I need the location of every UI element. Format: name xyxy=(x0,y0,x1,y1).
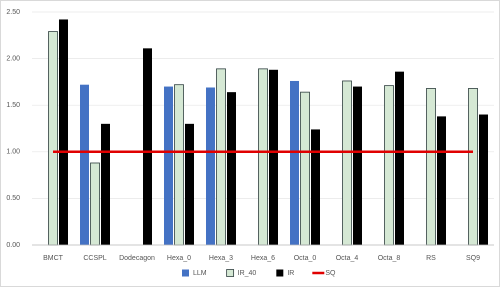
bar xyxy=(80,84,89,245)
legend-label: SQ xyxy=(325,270,336,277)
y-tick-label: 2.50 xyxy=(6,9,20,16)
bar xyxy=(479,114,488,246)
bar xyxy=(48,31,58,246)
x-tick-label: Hexa_3 xyxy=(209,255,233,262)
x-tick-label: SQ9 xyxy=(466,255,480,262)
bar xyxy=(185,123,194,245)
bar xyxy=(90,162,100,246)
x-tick-label: Hexa_6 xyxy=(251,255,275,262)
x-tick-label: RS xyxy=(426,255,436,262)
bar xyxy=(342,80,352,246)
legend-label: LLM xyxy=(193,270,207,277)
y-tick-label: 0.00 xyxy=(6,242,20,249)
x-tick-label: Hexa_0 xyxy=(167,255,191,262)
legend-label: IR_40 xyxy=(238,270,257,277)
legend-swatch xyxy=(276,269,284,277)
bar xyxy=(300,91,310,246)
bar xyxy=(101,123,110,245)
x-tick-label: Dodecagon xyxy=(119,255,155,262)
bar xyxy=(384,85,394,246)
bar xyxy=(290,80,299,245)
bar xyxy=(227,92,236,245)
bar xyxy=(206,87,215,245)
bar xyxy=(164,86,173,245)
bar xyxy=(174,84,184,246)
bar xyxy=(143,48,152,246)
bar xyxy=(353,86,362,245)
bar xyxy=(216,68,226,246)
y-tick-label: 1.00 xyxy=(6,149,20,156)
y-tick-label: 0.50 xyxy=(6,195,20,202)
legend-label: IR xyxy=(287,270,294,277)
bar xyxy=(468,88,478,246)
bar xyxy=(258,68,268,246)
legend-swatch xyxy=(226,269,235,277)
bar xyxy=(437,116,446,245)
x-tick-label: CCSPL xyxy=(83,255,106,262)
bar xyxy=(311,129,320,245)
x-tick-label: Octa_4 xyxy=(336,255,359,262)
y-tick-label: 2.00 xyxy=(6,55,20,62)
legend-swatch xyxy=(182,269,189,277)
bar xyxy=(269,69,278,245)
bar xyxy=(395,71,404,245)
x-tick-label: Octa_8 xyxy=(378,255,401,262)
bar xyxy=(426,88,436,246)
x-tick-label: BMCT xyxy=(43,255,64,262)
bar xyxy=(59,19,68,246)
y-tick-label: 1.50 xyxy=(6,102,20,109)
x-tick-label: Octa_0 xyxy=(294,255,317,262)
